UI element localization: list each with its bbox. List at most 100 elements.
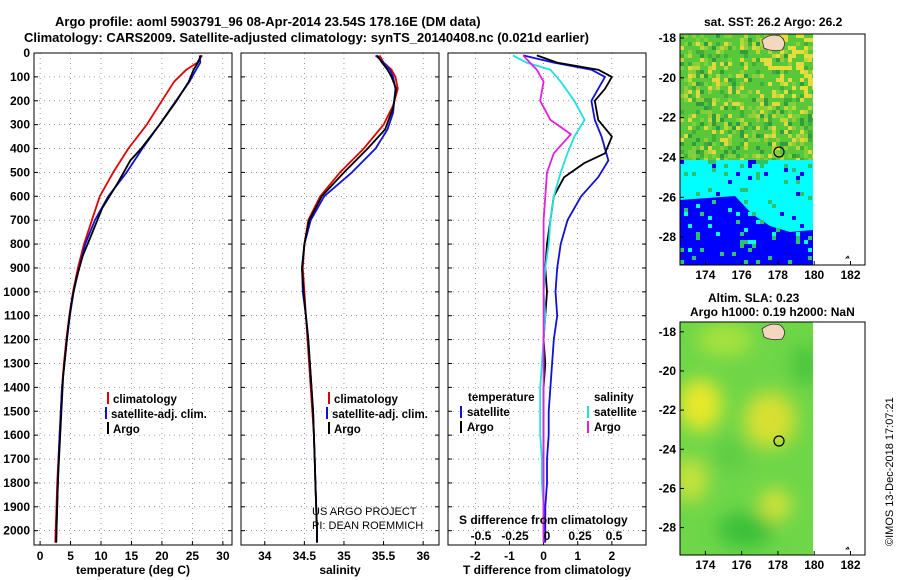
y-tick-label: 100 <box>10 70 30 84</box>
sla-map-frame <box>679 321 866 556</box>
sst-cell <box>748 160 752 164</box>
sst-cell <box>688 90 692 94</box>
sla-map-title: Altim. SLA: 0.23 <box>708 291 800 305</box>
sst-cell <box>728 54 732 58</box>
sst-cell <box>688 82 692 86</box>
sst-cell <box>752 114 756 118</box>
island-land <box>761 323 785 341</box>
sst-cell <box>692 62 696 66</box>
sst-cell <box>796 150 800 154</box>
sst-cell <box>712 168 716 172</box>
map-x-tick-label: 174 <box>695 558 715 572</box>
sst-cell <box>688 58 692 62</box>
sst-cell <box>704 146 708 150</box>
sst-cell <box>724 172 728 176</box>
sst-cell <box>688 126 692 130</box>
sst-cell <box>772 82 776 86</box>
sst-cell <box>776 150 780 154</box>
sst-cell <box>756 118 760 122</box>
sst-cell <box>808 150 812 154</box>
sst-cell <box>748 146 752 150</box>
sst-cell <box>768 126 772 130</box>
sst-cell <box>776 66 780 70</box>
sla-map-ticks: 174 176 178 180 182 -18 -20 -22 -24 -26 -28 <box>659 325 861 572</box>
sst-cell <box>720 106 724 110</box>
y-tick-label: 1600 <box>3 428 30 442</box>
sst-cell <box>700 82 704 86</box>
sst-cell <box>696 192 700 196</box>
series-line-s-argo <box>522 54 572 543</box>
sst-cell <box>712 160 716 164</box>
sst-cell <box>804 50 808 54</box>
sst-cell <box>744 94 748 98</box>
sst-cell <box>688 146 692 150</box>
sst-cell <box>772 130 776 134</box>
sst-map-frame <box>679 33 866 266</box>
sst-cell <box>780 212 784 216</box>
sst-cell <box>748 38 752 42</box>
x-tick-label: 34 <box>258 549 272 563</box>
sst-cell <box>740 126 744 130</box>
sst-cell <box>708 118 712 122</box>
sst-cell <box>684 154 688 158</box>
sst-cell <box>756 38 760 42</box>
sst-cell <box>792 114 796 118</box>
sst-cell <box>740 154 744 158</box>
sst-cell <box>688 74 692 78</box>
sst-cell <box>692 54 696 58</box>
x-tick-label: 36 <box>416 549 430 563</box>
sst-cell <box>808 110 812 114</box>
sst-cell <box>708 130 712 134</box>
sst-cell <box>692 70 696 74</box>
sst-cell <box>784 122 788 126</box>
sst-cell <box>744 54 748 58</box>
x-tick-label: 5 <box>67 549 74 563</box>
sst-cell <box>720 146 724 150</box>
sst-cell <box>780 118 784 122</box>
sst-cell <box>744 138 748 142</box>
sst-cell <box>700 122 704 126</box>
sla-map-field <box>680 322 813 555</box>
sst-cell <box>716 74 720 78</box>
sst-cell <box>760 82 764 86</box>
sst-cell <box>720 78 724 82</box>
sst-cell <box>768 114 772 118</box>
sst-cell <box>792 46 796 50</box>
sst-cell <box>768 82 772 86</box>
sst-cell <box>784 118 788 122</box>
sst-cell <box>712 134 716 138</box>
sst-cell <box>684 172 688 176</box>
sst-cell <box>712 138 716 142</box>
sst-cell <box>804 134 808 138</box>
y-tick-label: 900 <box>10 261 30 275</box>
island-land <box>761 34 785 52</box>
sst-cell <box>808 74 812 78</box>
sst-cell <box>712 86 716 90</box>
sst-cell <box>792 50 796 54</box>
sst-cell <box>736 122 740 126</box>
sst-cell <box>800 188 804 192</box>
sst-cell <box>752 42 756 46</box>
sst-cell <box>772 114 776 118</box>
sst-cell <box>732 110 736 114</box>
sst-cell <box>788 126 792 130</box>
sst-cell <box>756 74 760 78</box>
x-tick-label: 25 <box>186 549 200 563</box>
sst-cell <box>764 176 768 180</box>
sst-cell <box>680 118 684 122</box>
sst-cell <box>772 256 776 260</box>
sst-cell <box>712 114 716 118</box>
sst-cell <box>760 58 764 62</box>
sst-cell <box>744 66 748 70</box>
sst-cell <box>800 146 804 150</box>
sst-cell <box>700 150 704 154</box>
sst-cell <box>696 82 700 86</box>
sst-cell <box>740 232 744 236</box>
sst-cell <box>728 34 732 38</box>
sst-cell <box>700 70 704 74</box>
sst-cell <box>788 106 792 110</box>
sst-cell <box>740 130 744 134</box>
sst-cell <box>768 142 772 146</box>
sst-cell <box>808 118 812 122</box>
sst-cell <box>764 208 768 212</box>
